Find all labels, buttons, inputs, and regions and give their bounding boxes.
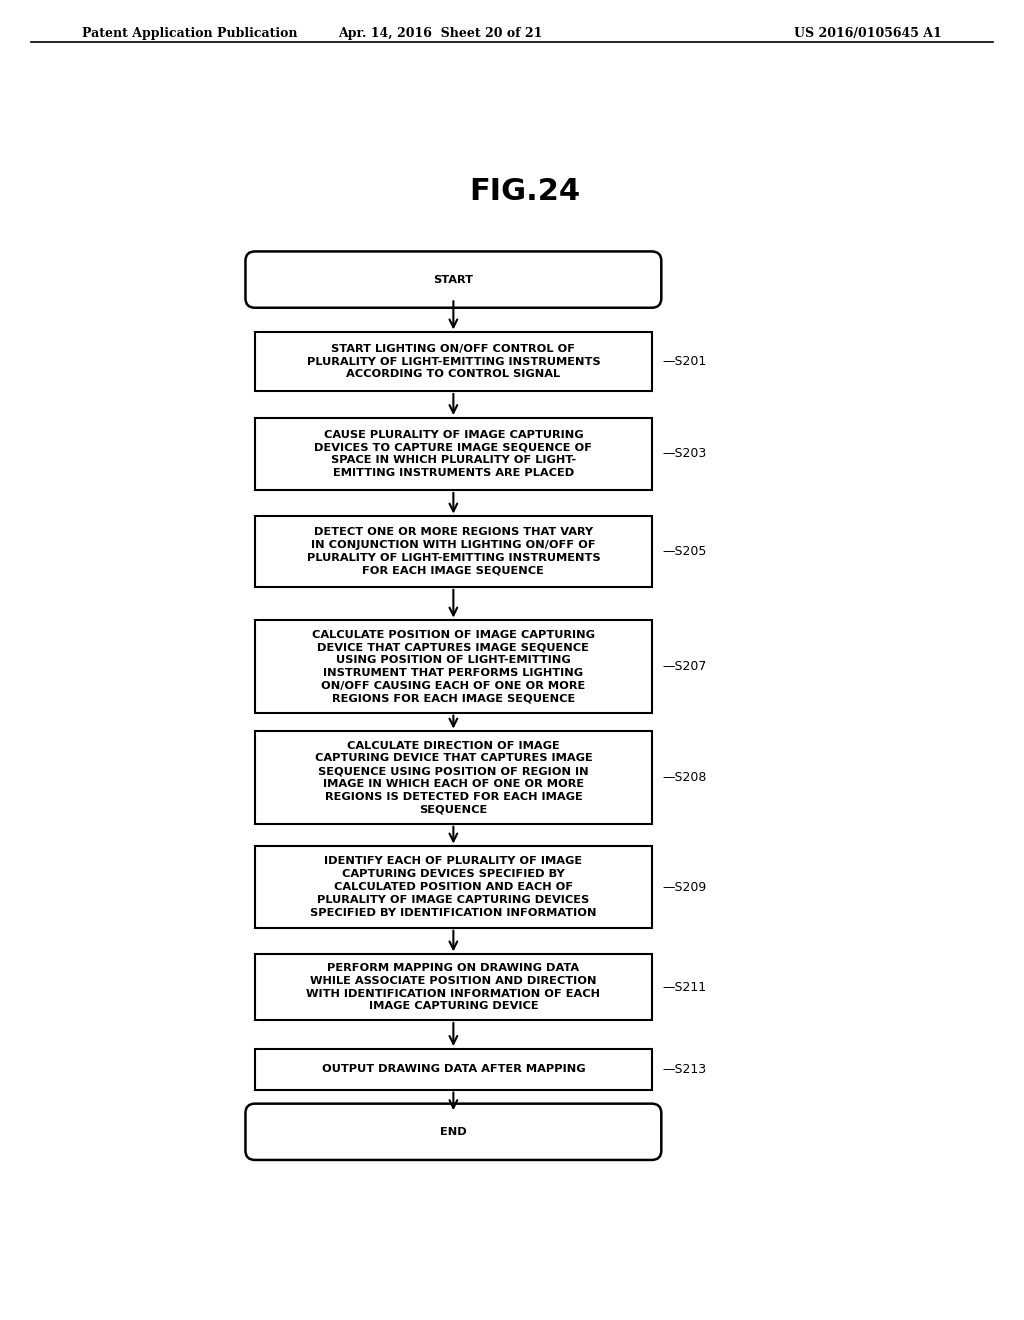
Bar bbox=[255, 620, 651, 713]
Text: —S205: —S205 bbox=[663, 545, 707, 558]
Bar bbox=[255, 333, 651, 391]
Text: —S203: —S203 bbox=[663, 447, 707, 461]
Text: START: START bbox=[433, 275, 473, 285]
Text: Apr. 14, 2016  Sheet 20 of 21: Apr. 14, 2016 Sheet 20 of 21 bbox=[338, 26, 543, 40]
Text: IDENTIFY EACH OF PLURALITY OF IMAGE
CAPTURING DEVICES SPECIFIED BY
CALCULATED PO: IDENTIFY EACH OF PLURALITY OF IMAGE CAPT… bbox=[310, 857, 597, 917]
Bar bbox=[255, 418, 651, 490]
Text: US 2016/0105645 A1: US 2016/0105645 A1 bbox=[795, 26, 942, 40]
Bar bbox=[255, 731, 651, 824]
Bar bbox=[255, 846, 651, 928]
Text: PERFORM MAPPING ON DRAWING DATA
WHILE ASSOCIATE POSITION AND DIRECTION
WITH IDEN: PERFORM MAPPING ON DRAWING DATA WHILE AS… bbox=[306, 964, 600, 1011]
Text: DETECT ONE OR MORE REGIONS THAT VARY
IN CONJUNCTION WITH LIGHTING ON/OFF OF
PLUR: DETECT ONE OR MORE REGIONS THAT VARY IN … bbox=[306, 528, 600, 576]
Text: FIG.24: FIG.24 bbox=[469, 177, 581, 206]
Text: CAUSE PLURALITY OF IMAGE CAPTURING
DEVICES TO CAPTURE IMAGE SEQUENCE OF
SPACE IN: CAUSE PLURALITY OF IMAGE CAPTURING DEVIC… bbox=[314, 430, 592, 478]
Text: Patent Application Publication: Patent Application Publication bbox=[82, 26, 297, 40]
Text: START LIGHTING ON/OFF CONTROL OF
PLURALITY OF LIGHT-EMITTING INSTRUMENTS
ACCORDI: START LIGHTING ON/OFF CONTROL OF PLURALI… bbox=[306, 345, 600, 379]
FancyBboxPatch shape bbox=[246, 1104, 662, 1160]
Bar bbox=[255, 516, 651, 587]
Bar bbox=[255, 1049, 651, 1089]
FancyBboxPatch shape bbox=[246, 251, 662, 308]
Text: —S201: —S201 bbox=[663, 355, 707, 368]
Text: —S208: —S208 bbox=[663, 771, 707, 784]
Text: —S209: —S209 bbox=[663, 880, 707, 894]
Text: END: END bbox=[440, 1127, 467, 1137]
Text: CALCULATE POSITION OF IMAGE CAPTURING
DEVICE THAT CAPTURES IMAGE SEQUENCE
USING : CALCULATE POSITION OF IMAGE CAPTURING DE… bbox=[312, 630, 595, 704]
Text: —S213: —S213 bbox=[663, 1063, 707, 1076]
Text: —S207: —S207 bbox=[663, 660, 707, 673]
Bar bbox=[255, 954, 651, 1020]
Text: CALCULATE DIRECTION OF IMAGE
CAPTURING DEVICE THAT CAPTURES IMAGE
SEQUENCE USING: CALCULATE DIRECTION OF IMAGE CAPTURING D… bbox=[314, 741, 592, 814]
Text: OUTPUT DRAWING DATA AFTER MAPPING: OUTPUT DRAWING DATA AFTER MAPPING bbox=[322, 1064, 585, 1074]
Text: —S211: —S211 bbox=[663, 981, 707, 994]
